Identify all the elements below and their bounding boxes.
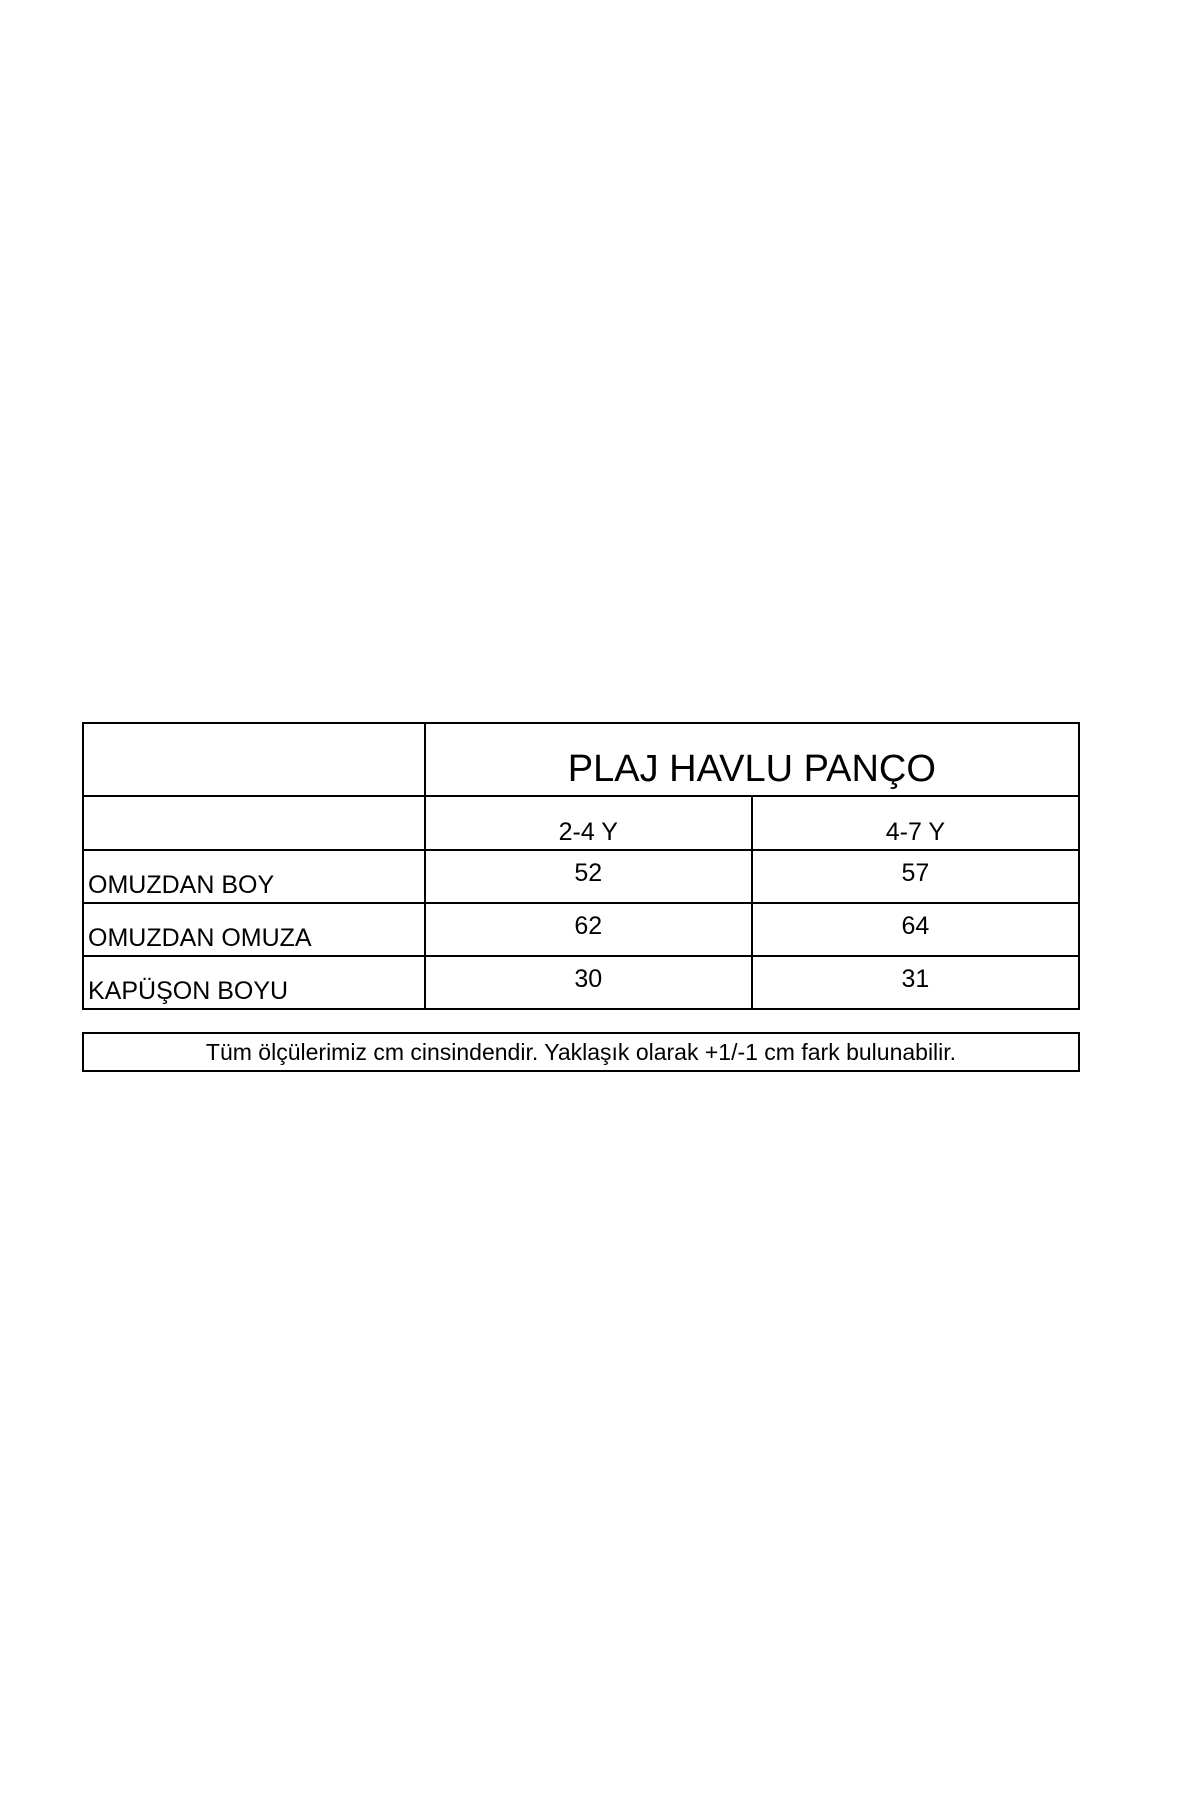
size-chart-table: PLAJ HAVLU PANÇO 2-4 Y 4-7 Y OMUZDAN BOY…	[82, 722, 1081, 1010]
table-row: OMUZDAN OMUZA 62 64	[82, 902, 1081, 957]
empty-cell	[82, 722, 426, 797]
cell-value: 52	[423, 849, 753, 904]
cell-value: 30	[423, 955, 753, 1010]
header-row: 2-4 Y 4-7 Y	[82, 795, 1081, 851]
column-header: 4-7 Y	[750, 795, 1081, 851]
table-row: OMUZDAN BOY 52 57	[82, 849, 1081, 904]
column-header: 2-4 Y	[423, 795, 753, 851]
table-row: KAPÜŞON BOYU 30 31	[82, 955, 1081, 1010]
row-label: KAPÜŞON BOYU	[82, 955, 426, 1010]
row-label: OMUZDAN BOY	[82, 849, 426, 904]
cell-value: 64	[750, 902, 1081, 957]
row-label: OMUZDAN OMUZA	[82, 902, 426, 957]
empty-cell	[82, 795, 426, 851]
measurement-note: Tüm ölçülerimiz cm cinsindendir. Yaklaşı…	[82, 1032, 1080, 1072]
cell-value: 31	[750, 955, 1081, 1010]
table-title: PLAJ HAVLU PANÇO	[423, 722, 1081, 797]
cell-value: 62	[423, 902, 753, 957]
cell-value: 57	[750, 849, 1081, 904]
title-row: PLAJ HAVLU PANÇO	[82, 722, 1081, 797]
